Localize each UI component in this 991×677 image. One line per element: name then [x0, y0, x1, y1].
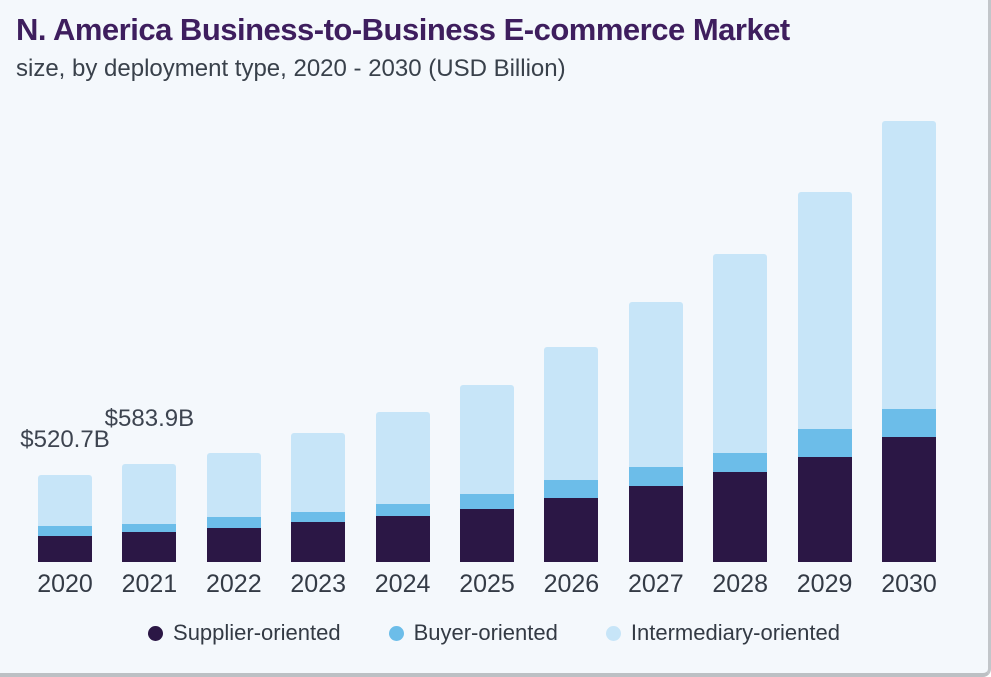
bar-segment-2026-intermediary-oriented: [544, 347, 599, 481]
bar-segment-2026-buyer-oriented: [544, 480, 599, 498]
bar-segment-2027-intermediary-oriented: [628, 301, 683, 468]
chart-subtitle: size, by deployment type, 2020 - 2030 (U…: [16, 55, 566, 82]
bar-segment-2025-intermediary-oriented: [460, 385, 514, 494]
bar-segment-2030-intermediary-oriented: [882, 120, 936, 409]
bar-segment-2029-intermediary-oriented: [797, 192, 852, 429]
bar-segment-2029-supplier-oriented: [797, 456, 852, 562]
x-axis-label-2026: 2026: [543, 570, 600, 598]
bar-segment-2029-buyer-oriented: [797, 429, 852, 457]
x-axis-label-2020: 2020: [37, 570, 93, 598]
legend-item-supplier-oriented: Supplier-oriented: [148, 620, 341, 646]
chart-legend: Supplier-oriented Buyer-oriented Intermedi…: [0, 620, 988, 646]
legend-label: Intermediary-oriented: [630, 620, 840, 645]
bar-segment-2026-supplier-oriented: [544, 498, 599, 562]
bar-segment-2023-buyer-oriented: [291, 511, 346, 523]
bar-segment-2022-buyer-oriented: [206, 517, 261, 529]
legend-label: Supplier-oriented: [173, 620, 341, 645]
bar-segment-2024-buyer-oriented: [375, 504, 430, 517]
x-axis-label-2029: 2029: [796, 570, 853, 598]
bar-segment-2022-supplier-oriented: [206, 528, 261, 562]
value-annotation-2020: $520.7B: [20, 426, 110, 453]
bar-segment-2030-buyer-oriented: [882, 408, 936, 438]
bar-segment-2027-supplier-oriented: [628, 486, 683, 562]
bar-segment-2024-intermediary-oriented: [375, 411, 430, 505]
legend-item-buyer-oriented: Buyer-oriented: [388, 620, 558, 646]
bar-segment-2027-buyer-oriented: [628, 467, 683, 487]
x-axis-label-2027: 2027: [627, 570, 684, 598]
bar-segment-2030-supplier-oriented: [882, 437, 936, 562]
bar-segment-2028-supplier-oriented: [713, 471, 768, 562]
bar-segment-2020-intermediary-oriented: [38, 475, 92, 527]
bar-segment-2022-intermediary-oriented: [206, 452, 261, 518]
bar-segment-2020-supplier-oriented: [38, 536, 92, 562]
x-axis-label-2028: 2028: [712, 570, 768, 598]
legend-dot-icon: [388, 625, 404, 641]
bar-segment-2025-buyer-oriented: [460, 493, 514, 509]
bar-segment-2021-supplier-oriented: [122, 532, 177, 562]
legend-dot-icon: [605, 625, 621, 641]
legend-label: Buyer-oriented: [413, 620, 558, 645]
bar-segment-2023-supplier-oriented: [291, 522, 346, 562]
x-axis-label-2025: 2025: [459, 570, 515, 598]
x-axis-label-2024: 2024: [374, 570, 431, 598]
bar-segment-2028-buyer-oriented: [713, 453, 768, 472]
bar-segment-2021-intermediary-oriented: [122, 464, 177, 525]
value-annotation-2021: $583.9B: [104, 405, 195, 433]
x-axis-label-2021: 2021: [121, 570, 178, 598]
bar-segment-2024-supplier-oriented: [375, 516, 430, 562]
chart-header: N. America Business-to-Business E-commer…: [16, 12, 972, 83]
bar-segment-2028-intermediary-oriented: [713, 253, 768, 454]
bar-segment-2021-buyer-oriented: [122, 524, 177, 533]
x-axis-label-2030: 2030: [881, 570, 937, 598]
bar-segment-2023-intermediary-oriented: [291, 432, 346, 512]
x-axis-label-2023: 2023: [290, 570, 346, 598]
legend-dot-icon: [148, 625, 164, 641]
bar-segment-2020-buyer-oriented: [38, 526, 92, 537]
x-axis-label-2022: 2022: [205, 570, 262, 598]
bar-segment-2025-supplier-oriented: [460, 508, 514, 562]
legend-item-intermediary-oriented: Intermediary-oriented: [605, 620, 840, 646]
chart-title: N. America Business-to-Business E-commer…: [16, 12, 790, 47]
